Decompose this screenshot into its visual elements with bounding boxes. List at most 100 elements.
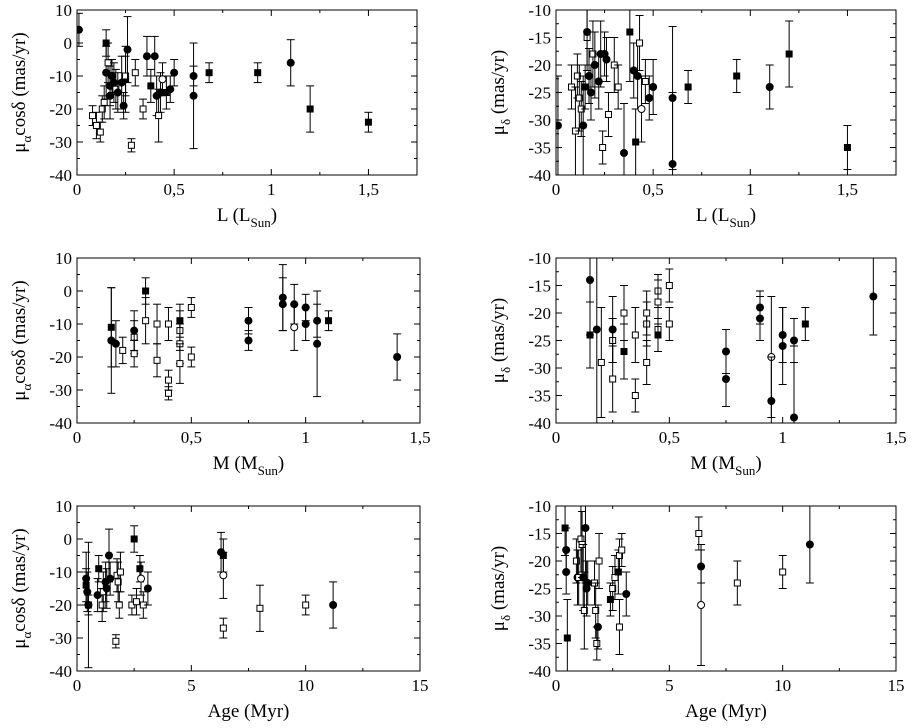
x-axis-label-main: Age (Myr) bbox=[685, 701, 767, 722]
x-axis-label-sub: Sun bbox=[251, 215, 272, 230]
x-tick-label: 0 bbox=[552, 676, 561, 695]
point-filled-circle bbox=[805, 540, 814, 549]
y-tick-label: -30 bbox=[49, 629, 72, 648]
y-axis-label-post: (mas/yr) bbox=[488, 50, 509, 119]
y-tick-label: 0 bbox=[64, 34, 73, 53]
point-filled-circle bbox=[393, 353, 402, 361]
point-filled-circle bbox=[286, 58, 295, 67]
x-tick-label: 1 bbox=[778, 428, 787, 447]
x-axis-label-close: ) bbox=[755, 453, 761, 474]
point-open-square bbox=[733, 579, 741, 587]
point-filled-circle bbox=[143, 584, 152, 593]
point-open-square bbox=[609, 585, 617, 592]
y-tick-label: -10 bbox=[528, 249, 551, 268]
data-points bbox=[77, 12, 373, 153]
y-axis-label-pre: μ bbox=[488, 125, 509, 135]
y-tick-label: -25 bbox=[528, 84, 551, 103]
y-tick-label: -40 bbox=[49, 166, 72, 185]
point-filled-circle bbox=[93, 591, 102, 600]
point-open-square bbox=[575, 94, 583, 102]
y-axis-label: μαcosδ (mas/yr) bbox=[9, 32, 34, 152]
x-axis-label-main: M (M bbox=[690, 453, 735, 474]
point-filled-square bbox=[843, 144, 851, 151]
y-tick-label: -30 bbox=[49, 381, 72, 400]
data-points bbox=[82, 525, 338, 669]
point-open-square bbox=[164, 389, 172, 397]
point-open-square bbox=[176, 360, 184, 368]
y-axis-label-sub: δ bbox=[498, 119, 513, 125]
point-filled-square bbox=[654, 331, 662, 339]
point-filled-circle bbox=[593, 623, 602, 631]
point-filled-square bbox=[136, 565, 144, 573]
point-open-square bbox=[187, 304, 195, 311]
point-open-square bbox=[665, 282, 673, 289]
point-open-square bbox=[112, 637, 120, 645]
point-filled-circle bbox=[581, 524, 590, 532]
point-open-square bbox=[580, 607, 588, 614]
point-filled-circle bbox=[109, 78, 118, 87]
point-filled-circle bbox=[244, 316, 253, 325]
x-axis-label-main: M (M bbox=[213, 453, 258, 474]
point-open-square bbox=[636, 39, 644, 47]
y-axis-label-pre: μ bbox=[488, 373, 509, 383]
point-filled-square bbox=[620, 348, 628, 355]
point-filled-square bbox=[684, 83, 692, 91]
point-filled-circle bbox=[170, 68, 179, 77]
point-open-square bbox=[142, 317, 150, 325]
panel-mass-pm-dec: 0 0,5 1 1,5 -40 -35 -30 -25 -20 -15 -10 M (MSun) μδ … bbox=[488, 249, 907, 478]
x-axis-label: Age (Myr) bbox=[685, 701, 767, 722]
point-filled-circle bbox=[608, 325, 617, 334]
x-tick-label: 1,5 bbox=[885, 428, 906, 447]
y-axis-label-post: (mas/yr) bbox=[488, 298, 509, 367]
point-filled-circle bbox=[620, 149, 628, 157]
panel-age-pm-dec: 0 5 10 15 -40 -35 -30 -25 -20 -15 -10 Age (Myr) μδ (… bbox=[488, 497, 905, 722]
point-open-square bbox=[187, 353, 195, 361]
y-axis-label: μδ (mas/yr) bbox=[488, 50, 513, 135]
y-axis-label-pre: μ bbox=[9, 391, 30, 401]
point-filled-circle bbox=[244, 336, 253, 345]
point-open-square bbox=[641, 78, 649, 85]
point-filled-circle bbox=[790, 336, 798, 345]
point-open-square bbox=[604, 111, 612, 118]
plot-frame bbox=[555, 505, 897, 672]
point-filled-circle bbox=[106, 91, 115, 100]
point-filled-square bbox=[801, 320, 809, 328]
x-tick-label: 1 bbox=[301, 428, 310, 447]
point-filled-circle bbox=[142, 52, 151, 61]
x-tick-label: 1 bbox=[746, 180, 755, 199]
point-filled-circle bbox=[590, 61, 599, 69]
x-tick-label: 10 bbox=[774, 676, 791, 695]
x-axis-label: L (LSun) bbox=[217, 205, 277, 230]
y-tick-label: -15 bbox=[528, 525, 551, 544]
point-open-square bbox=[98, 105, 106, 113]
point-filled-circle bbox=[313, 339, 322, 348]
point-open-circle bbox=[158, 75, 167, 84]
x-tick-label: 1,5 bbox=[409, 428, 430, 447]
y-tick-label: -35 bbox=[528, 139, 551, 158]
y-tick-label: -20 bbox=[49, 596, 72, 615]
point-filled-circle bbox=[113, 88, 122, 97]
point-filled-circle bbox=[622, 590, 631, 598]
point-filled-circle bbox=[189, 91, 198, 100]
point-filled-square bbox=[84, 601, 92, 609]
point-open-square bbox=[631, 331, 639, 339]
x-axis-label-close: ) bbox=[750, 205, 756, 226]
point-open-square bbox=[643, 359, 651, 366]
point-filled-square bbox=[254, 69, 262, 77]
point-filled-circle bbox=[722, 375, 730, 383]
panel-luminosity-pm-ra: 0 0,5 1 1,5 -40 -30 -20 -10 0 10 L (LSun) μαcosδ (m… bbox=[9, 1, 418, 230]
point-open-square bbox=[665, 320, 673, 328]
point-open-square bbox=[115, 601, 123, 609]
data-points bbox=[561, 506, 814, 671]
y-tick-label: -30 bbox=[49, 133, 72, 152]
x-axis-label: M (MSun) bbox=[690, 453, 761, 478]
data-points bbox=[556, 10, 852, 175]
point-open-square bbox=[643, 309, 651, 317]
point-filled-square bbox=[147, 82, 155, 90]
y-tick-label: -15 bbox=[528, 277, 551, 296]
y-tick-label: -40 bbox=[528, 166, 551, 185]
x-tick-label: 5 bbox=[665, 676, 674, 695]
y-tick-label: -40 bbox=[49, 414, 72, 433]
point-filled-circle bbox=[586, 88, 595, 97]
point-filled-circle bbox=[767, 397, 776, 405]
